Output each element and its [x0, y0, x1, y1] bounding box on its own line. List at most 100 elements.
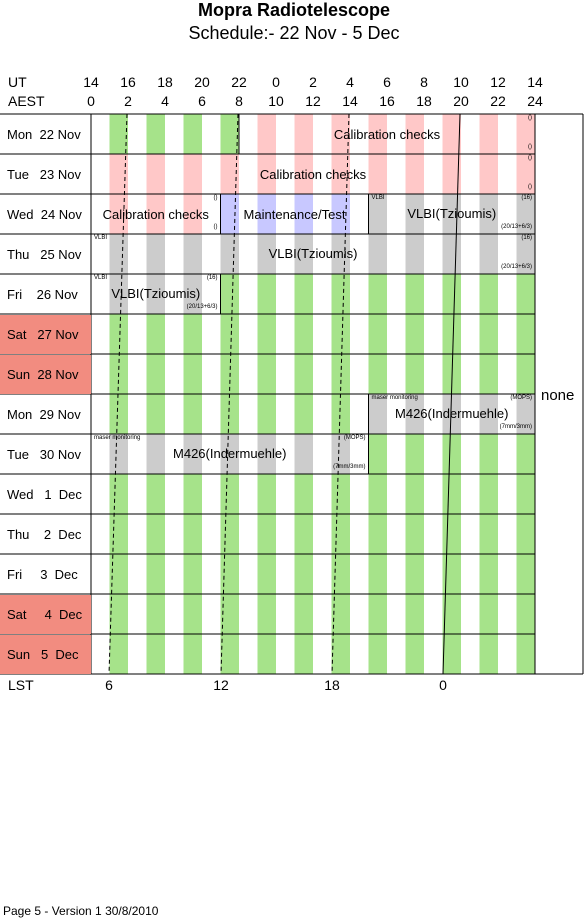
- free-slot-stripe: [220, 514, 239, 554]
- free-slot-stripe: [516, 354, 535, 394]
- free-slot-stripe: [479, 474, 498, 514]
- free-slot-stripe: [257, 274, 276, 314]
- free-slot-stripe: [220, 394, 239, 434]
- block-stripe: [405, 194, 424, 234]
- block-stripe: [294, 234, 313, 274]
- free-slot-stripe: [294, 594, 313, 634]
- block-tag: (7mm/3mm): [499, 424, 532, 430]
- lst-value: 12: [213, 677, 229, 693]
- block-stripe: [331, 234, 350, 274]
- block-stripe: [516, 394, 535, 434]
- block-stripe: [516, 114, 535, 154]
- day-label: Tue 30 Nov: [7, 447, 81, 462]
- free-slot-stripe: [183, 474, 202, 514]
- block-stripe: [220, 234, 239, 274]
- block-stripe: [146, 154, 165, 194]
- block-stripe: [257, 194, 276, 234]
- free-slot-stripe: [368, 434, 387, 474]
- free-slot-stripe: [405, 634, 424, 674]
- block-stripe: [331, 154, 350, 194]
- block-tag: (16): [521, 195, 532, 201]
- free-slot-stripe: [331, 554, 350, 594]
- free-slot-stripe: [405, 594, 424, 634]
- block-stripe: [516, 234, 535, 274]
- free-slot-stripe: [146, 474, 165, 514]
- block-tag: (): [528, 184, 532, 190]
- block-tag: (20/13+6/3): [501, 224, 532, 230]
- free-slot-stripe: [257, 314, 276, 354]
- block-stripe: [331, 194, 350, 234]
- free-slot-stripe: [183, 554, 202, 594]
- block-stripe: [220, 194, 239, 234]
- block-stripe: [257, 114, 276, 154]
- free-slot-stripe: [220, 274, 239, 314]
- free-slot-stripe: [479, 514, 498, 554]
- aest-hour-label: 24: [527, 93, 543, 109]
- block-tag: (): [213, 195, 218, 201]
- free-slot-stripe: [479, 594, 498, 634]
- ut-hour-label: 14: [527, 74, 543, 90]
- ut-hour-label: 8: [420, 74, 428, 90]
- free-slot-stripe: [146, 594, 165, 634]
- day-label: Wed 24 Nov: [7, 207, 82, 222]
- free-slot-stripe: [146, 354, 165, 394]
- free-slot-stripe: [331, 594, 350, 634]
- free-slot-stripe: [516, 554, 535, 594]
- free-slot-stripe: [109, 634, 128, 674]
- day-label: Sat 4 Dec: [0, 595, 91, 634]
- free-slot-stripe: [516, 594, 535, 634]
- block-stripe: [146, 234, 165, 274]
- free-slot-stripe: [109, 474, 128, 514]
- free-slot-stripe: [220, 594, 239, 634]
- block-stripe: [368, 194, 387, 234]
- free-slot-stripe: [331, 514, 350, 554]
- free-slot-stripe: [405, 514, 424, 554]
- block-title: Calibration checks: [102, 207, 209, 222]
- lst-value: 6: [105, 677, 113, 693]
- free-slot-stripe: [294, 554, 313, 594]
- free-slot-stripe: [516, 274, 535, 314]
- ut-label: UT: [8, 74, 27, 90]
- block-stripe: [183, 194, 202, 234]
- free-slot-stripe: [405, 274, 424, 314]
- free-slot-stripe: [257, 554, 276, 594]
- ut-hour-label: 10: [453, 74, 469, 90]
- block-title: Calibration checks: [259, 167, 367, 182]
- free-slot-stripe: [331, 274, 350, 314]
- free-slot-stripe: [442, 634, 461, 674]
- ut-hour-label: 18: [157, 74, 173, 90]
- aest-hour-label: 10: [268, 93, 284, 109]
- block-stripe: [183, 154, 202, 194]
- free-slot-stripe: [109, 594, 128, 634]
- free-slot-stripe: [183, 354, 202, 394]
- lst-18-line: [331, 113, 350, 675]
- schedule-subtitle: Schedule:- 22 Nov - 5 Dec: [188, 23, 400, 43]
- free-slot-stripe: [146, 514, 165, 554]
- free-slot-stripe: [294, 354, 313, 394]
- ut-hour-label: 22: [231, 74, 247, 90]
- free-slot-stripe: [294, 474, 313, 514]
- ut-hour-label: 4: [346, 74, 354, 90]
- day-label: Sun 28 Nov: [0, 355, 91, 394]
- block-stripe: [146, 434, 165, 474]
- block-stripe: [257, 154, 276, 194]
- block-stripe: [405, 394, 424, 434]
- day-label: Mon 29 Nov: [7, 407, 81, 422]
- ut-hour-label: 6: [383, 74, 391, 90]
- day-label: Fri 3 Dec: [7, 567, 78, 582]
- free-slot-stripe: [331, 634, 350, 674]
- free-slot-stripe: [405, 474, 424, 514]
- day-label: Thu 2 Dec: [7, 527, 82, 542]
- free-slot-stripe: [257, 474, 276, 514]
- free-slot-stripe: [442, 314, 461, 354]
- block-stripe: [405, 234, 424, 274]
- free-slot-stripe: [479, 434, 498, 474]
- day-label: Thu 25 Nov: [7, 247, 82, 262]
- block-stripe: [109, 274, 128, 314]
- free-slot-stripe: [294, 274, 313, 314]
- block-title: M426(Indermuehle): [173, 446, 287, 461]
- free-slot-stripe: [442, 594, 461, 634]
- aest-hour-label: 22: [490, 93, 506, 109]
- free-slot-stripe: [109, 394, 128, 434]
- block-stripe: [479, 114, 498, 154]
